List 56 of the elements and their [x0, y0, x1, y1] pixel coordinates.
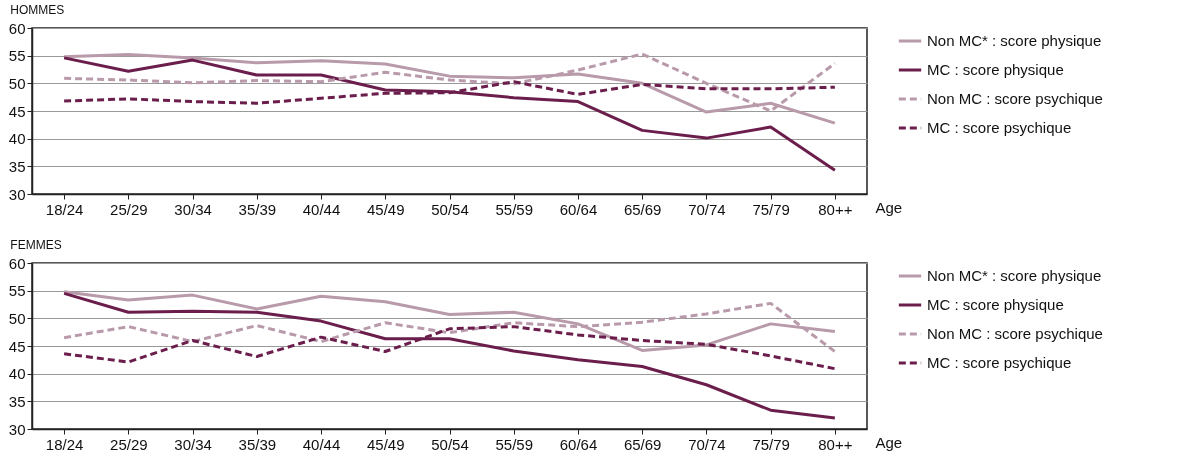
y-tick-label: 60 — [8, 19, 26, 37]
y-tick-label: 40 — [8, 365, 26, 383]
chart-title: HOMMES — [10, 3, 65, 17]
y-tick-label: 55 — [8, 47, 26, 65]
x-tick-label: 55/59 — [495, 435, 533, 453]
legend-label: Non MC* : score physique — [927, 32, 1102, 49]
x-tick-label: 50/54 — [431, 435, 469, 453]
x-axis-title: Age — [875, 198, 903, 216]
x-tick-label: 18/24 — [45, 200, 84, 218]
x-tick-label: 60/64 — [559, 435, 598, 453]
y-tick-label: 45 — [8, 102, 26, 120]
legend-label: MC : score psychique — [927, 354, 1072, 371]
x-tick-label: 65/69 — [623, 200, 662, 218]
x-tick-label: 80++ — [818, 435, 853, 453]
x-tick-label: 45/49 — [367, 435, 405, 453]
x-tick-label: 80++ — [818, 200, 853, 218]
x-axis-title: Age — [875, 433, 903, 451]
x-tick-label: 45/49 — [367, 200, 405, 218]
legend-label: Non MC* : score physique — [927, 267, 1102, 284]
x-tick-label: 60/64 — [559, 200, 598, 218]
x-tick-label: 65/69 — [623, 435, 662, 453]
x-tick-label: 75/79 — [752, 435, 790, 453]
x-tick-label: 55/59 — [495, 200, 533, 218]
y-tick-label: 50 — [8, 309, 26, 327]
x-tick-label: 50/54 — [431, 200, 469, 218]
legend-label: Non MC : score psychique — [927, 90, 1103, 107]
x-tick-label: 35/39 — [238, 435, 277, 453]
x-tick-label: 35/39 — [238, 200, 277, 218]
line-series — [62, 56, 837, 172]
x-tick-label: 30/34 — [174, 435, 212, 453]
x-tick-label: 18/24 — [45, 435, 84, 453]
x-tick-label: 25/29 — [110, 200, 148, 218]
line-series — [62, 291, 837, 420]
line-series — [62, 53, 837, 125]
x-tick-label: 70/74 — [688, 200, 726, 218]
x-tick-label: 30/34 — [174, 200, 212, 218]
legend-label: MC : score physique — [927, 296, 1064, 313]
y-tick-label: 55 — [8, 282, 26, 300]
y-tick-label: 45 — [8, 337, 26, 355]
y-tick-label: 50 — [8, 74, 26, 92]
y-tick-label: 40 — [8, 130, 26, 148]
line-series — [62, 290, 837, 352]
y-tick-label: 35 — [8, 392, 26, 410]
x-tick-label: 40/44 — [302, 435, 341, 453]
x-tick-label: 40/44 — [302, 200, 341, 218]
legend-label: MC : score psychique — [927, 119, 1072, 136]
chart-title: FEMMES — [10, 238, 62, 252]
x-tick-label: 25/29 — [110, 435, 148, 453]
y-tick-label: 30 — [8, 420, 26, 438]
legend-label: Non MC : score psychique — [927, 325, 1103, 342]
legend-label: MC : score physique — [927, 61, 1064, 78]
x-tick-label: 70/74 — [688, 435, 726, 453]
y-tick-label: 35 — [8, 157, 26, 175]
x-tick-label: 75/79 — [752, 200, 790, 218]
y-tick-label: 30 — [8, 185, 26, 203]
y-tick-label: 60 — [8, 254, 26, 272]
